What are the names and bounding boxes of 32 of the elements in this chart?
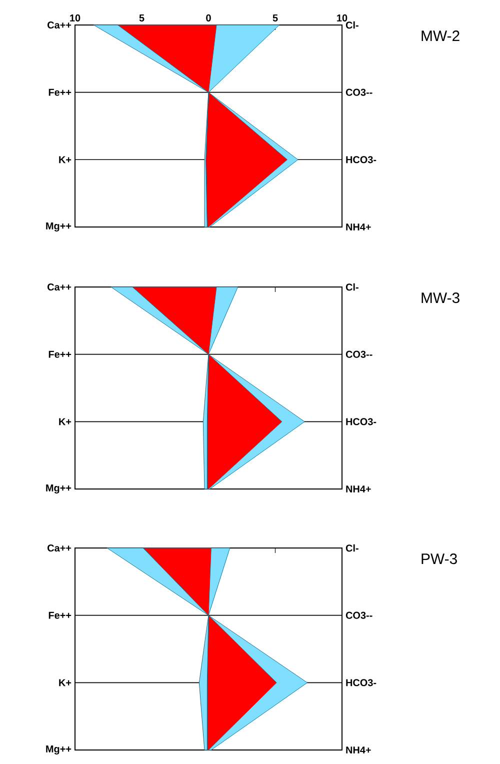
y-tick-label: K+ bbox=[59, 418, 72, 426]
x-tick-label: 10 bbox=[70, 14, 80, 22]
y-tick-label: K+ bbox=[59, 679, 72, 686]
y-tick-label: Mg++ bbox=[46, 746, 72, 754]
y-tick-label: Ca++ bbox=[48, 283, 72, 291]
y2-tick-label: HCO3- bbox=[346, 418, 376, 426]
y-tick-label: Fe++ bbox=[48, 612, 72, 619]
y2-tick-label: CO3-- bbox=[346, 88, 372, 96]
x-tick-label: 10 bbox=[337, 14, 348, 22]
y2-tick-label: CO3-- bbox=[346, 612, 372, 619]
y2-tick-label: NH4+ bbox=[346, 746, 371, 754]
y-tick-label: Ca++ bbox=[48, 21, 72, 29]
y-tick-label: Fe++ bbox=[48, 350, 72, 358]
text: MW-3 bbox=[422, 292, 460, 304]
x-tick-label: 5 bbox=[272, 14, 278, 22]
y2-tick-label: Cl- bbox=[346, 21, 358, 29]
x-tick-label: 0 bbox=[206, 14, 211, 22]
x-tick-label: 5 bbox=[139, 14, 144, 22]
y2-tick-label: CO3-- bbox=[346, 350, 372, 358]
y2-tick-label: Cl- bbox=[346, 544, 358, 552]
y-tick-label: Mg++ bbox=[46, 222, 72, 232]
y-tick-label: K+ bbox=[59, 156, 72, 164]
text: MW-2 bbox=[422, 30, 460, 41]
y2-tick-label: HCO3- bbox=[346, 156, 376, 164]
y2-tick-label: Cl- bbox=[346, 283, 358, 291]
y2-tick-label: NH4+ bbox=[346, 224, 371, 230]
text: PW-3 bbox=[422, 554, 457, 564]
y-tick-label: Ca++ bbox=[48, 544, 72, 552]
y-tick-label: Fe++ bbox=[48, 88, 72, 96]
y2-tick-label: NH4+ bbox=[346, 486, 371, 492]
y2-tick-label: HCO3- bbox=[346, 679, 376, 686]
y-tick-label: Mg++ bbox=[46, 484, 72, 494]
